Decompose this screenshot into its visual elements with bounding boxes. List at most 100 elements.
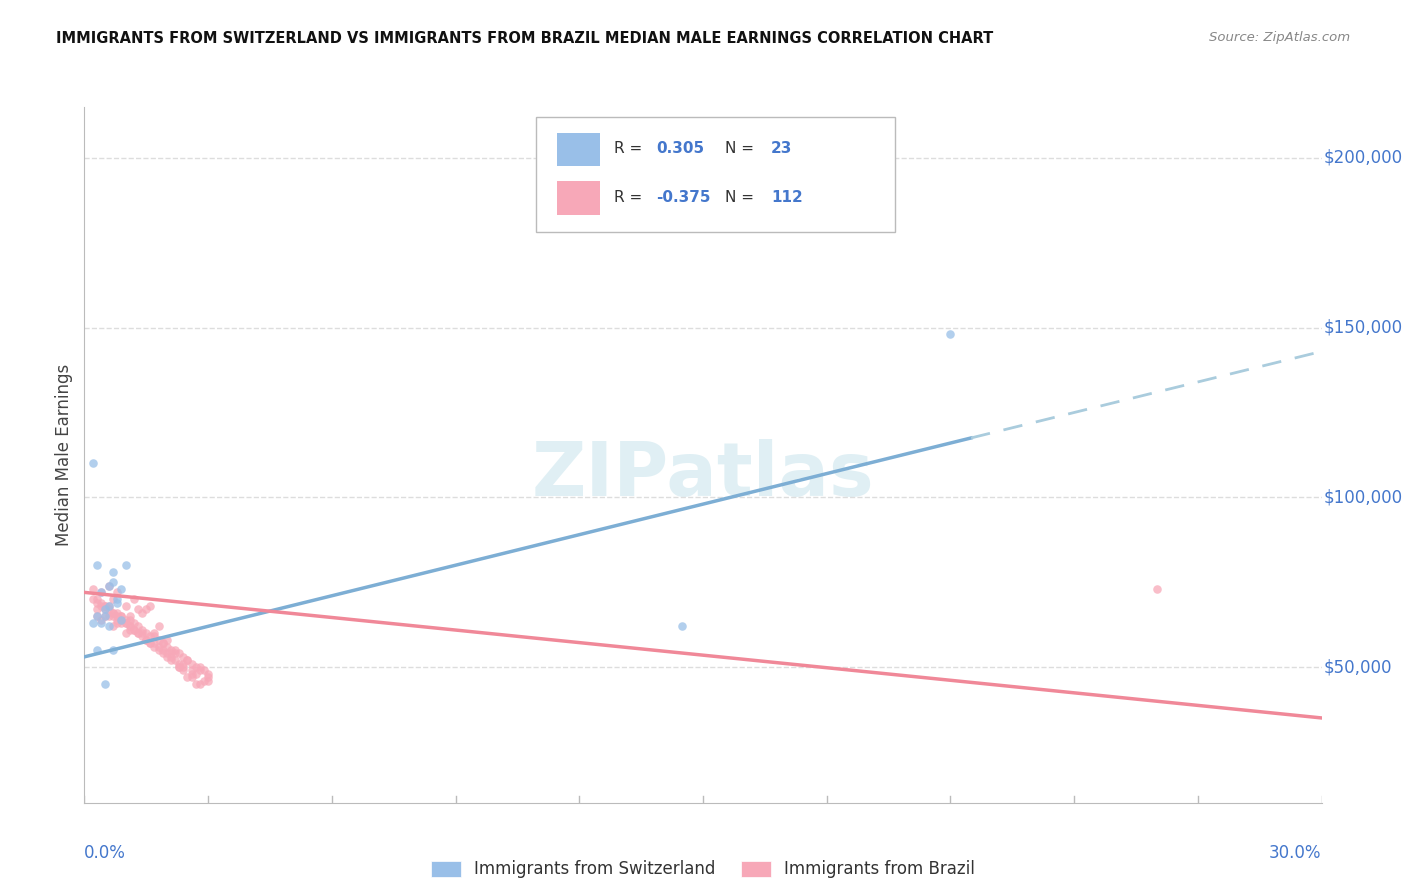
Point xyxy=(103,643,125,657)
Point xyxy=(114,613,136,627)
Text: $100,000: $100,000 xyxy=(1324,488,1403,507)
Point xyxy=(103,619,125,633)
Point xyxy=(86,609,108,624)
Point xyxy=(114,558,136,573)
Point xyxy=(110,609,132,624)
Point xyxy=(197,666,219,681)
Point xyxy=(110,609,132,624)
Text: N =: N = xyxy=(725,190,759,205)
Point xyxy=(131,623,153,637)
Point xyxy=(135,632,157,647)
Point xyxy=(165,653,187,667)
Point xyxy=(184,666,207,681)
Point xyxy=(160,649,183,664)
Point xyxy=(103,606,125,620)
FancyBboxPatch shape xyxy=(557,181,600,215)
Point xyxy=(105,615,128,630)
Point xyxy=(114,615,136,630)
Point xyxy=(98,609,121,624)
Point xyxy=(105,606,128,620)
Text: IMMIGRANTS FROM SWITZERLAND VS IMMIGRANTS FROM BRAZIL MEDIAN MALE EARNINGS CORRE: IMMIGRANTS FROM SWITZERLAND VS IMMIGRANT… xyxy=(56,31,994,46)
Point xyxy=(110,615,132,630)
Point xyxy=(180,666,202,681)
Text: $200,000: $200,000 xyxy=(1324,149,1403,167)
Point xyxy=(103,592,125,607)
Point xyxy=(188,664,211,678)
Point xyxy=(90,615,112,630)
Point xyxy=(94,602,117,616)
Point xyxy=(98,599,121,613)
Point xyxy=(165,643,187,657)
Point xyxy=(176,670,198,684)
Point xyxy=(156,647,179,661)
Point xyxy=(103,565,125,579)
Text: R =: R = xyxy=(614,141,647,156)
Point xyxy=(180,664,202,678)
Point xyxy=(127,602,149,616)
Point xyxy=(114,615,136,630)
Point xyxy=(167,660,190,674)
Point xyxy=(160,653,183,667)
Point xyxy=(139,636,162,650)
Point xyxy=(122,615,145,630)
Point xyxy=(94,609,117,624)
Text: $150,000: $150,000 xyxy=(1324,318,1403,336)
Point xyxy=(82,615,104,630)
Point xyxy=(172,664,194,678)
Point xyxy=(156,632,179,647)
Point xyxy=(156,649,179,664)
Text: 112: 112 xyxy=(770,190,803,205)
Text: -0.375: -0.375 xyxy=(657,190,710,205)
Point xyxy=(82,582,104,596)
Point xyxy=(167,660,190,674)
Point xyxy=(105,596,128,610)
Point xyxy=(114,599,136,613)
Point xyxy=(94,599,117,613)
Point xyxy=(98,599,121,613)
Point xyxy=(86,602,108,616)
Point xyxy=(180,657,202,671)
Point xyxy=(131,606,153,620)
FancyBboxPatch shape xyxy=(557,133,600,166)
Point xyxy=(1146,582,1168,596)
Point xyxy=(180,670,202,684)
Point xyxy=(139,599,162,613)
Point xyxy=(86,643,108,657)
Text: R =: R = xyxy=(614,190,647,205)
Point xyxy=(172,657,194,671)
Text: N =: N = xyxy=(725,141,759,156)
Point xyxy=(197,673,219,688)
Text: ZIPatlas: ZIPatlas xyxy=(531,439,875,512)
Point xyxy=(98,578,121,592)
Point xyxy=(110,582,132,596)
Point xyxy=(184,660,207,674)
Point xyxy=(143,640,166,654)
Point xyxy=(114,626,136,640)
Point xyxy=(110,613,132,627)
Point xyxy=(152,647,174,661)
Point xyxy=(156,640,179,654)
Point xyxy=(103,575,125,590)
Text: 30.0%: 30.0% xyxy=(1270,844,1322,862)
Point xyxy=(122,592,145,607)
Point xyxy=(193,664,215,678)
Point xyxy=(90,613,112,627)
Point xyxy=(143,630,166,644)
Point xyxy=(110,613,132,627)
Point xyxy=(135,602,157,616)
Point xyxy=(167,657,190,671)
Point xyxy=(160,647,183,661)
Point xyxy=(94,609,117,624)
Point xyxy=(90,585,112,599)
Point xyxy=(127,619,149,633)
Point xyxy=(122,623,145,637)
FancyBboxPatch shape xyxy=(536,118,894,232)
Text: $50,000: $50,000 xyxy=(1324,658,1392,676)
Point xyxy=(98,578,121,592)
Point xyxy=(105,592,128,607)
Point xyxy=(86,558,108,573)
Text: 0.0%: 0.0% xyxy=(84,844,127,862)
Point xyxy=(143,636,166,650)
Point xyxy=(152,636,174,650)
Point xyxy=(98,602,121,616)
